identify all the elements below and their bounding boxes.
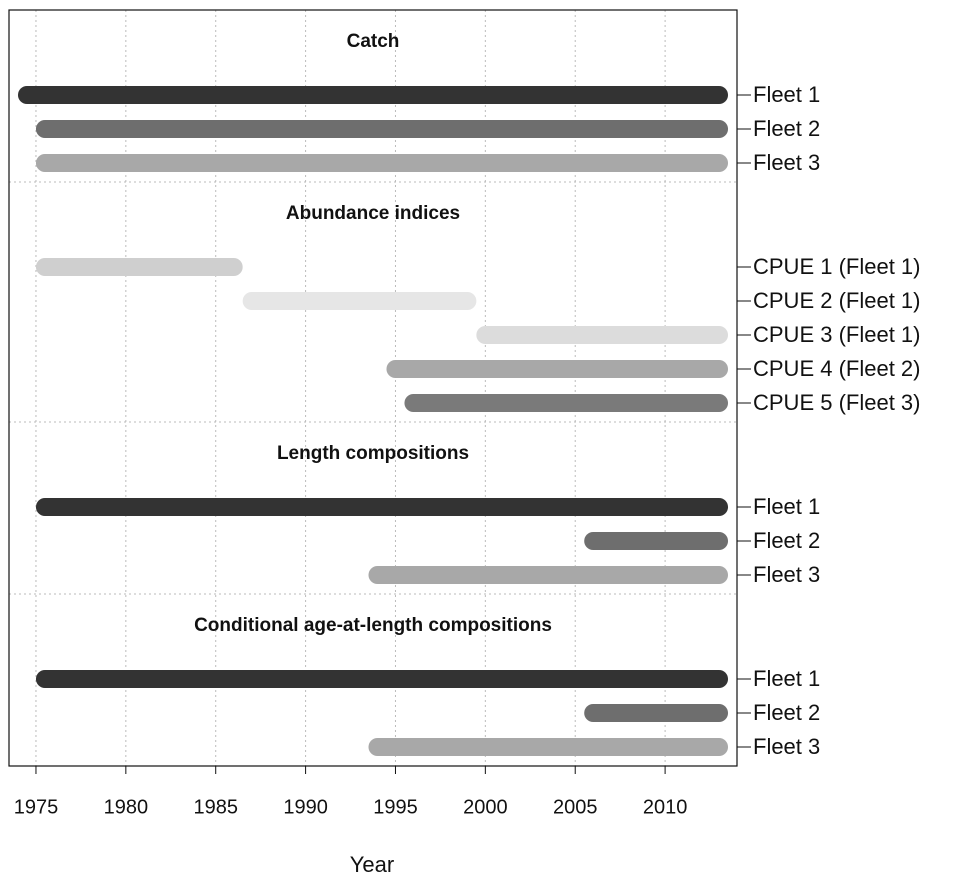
- row-label: Fleet 1: [753, 494, 820, 519]
- x-tick-label: 1990: [283, 796, 328, 818]
- section-title: Length compositions: [277, 443, 469, 464]
- row-label: Fleet 3: [753, 734, 820, 759]
- row-label: Fleet 2: [753, 528, 820, 553]
- section-title: Catch: [347, 31, 400, 52]
- row-label: Fleet 1: [753, 666, 820, 691]
- x-tick-label: 1995: [373, 796, 418, 818]
- row-label: Fleet 1: [753, 82, 820, 107]
- x-tick-label: 2000: [463, 796, 508, 818]
- x-tick-label: 1980: [104, 796, 149, 818]
- row-label: CPUE 1 (Fleet 1): [753, 254, 921, 279]
- row-label: CPUE 5 (Fleet 3): [753, 390, 921, 415]
- x-tick-label: 2010: [643, 796, 688, 818]
- row-label: Fleet 3: [753, 562, 820, 587]
- row-label: CPUE 3 (Fleet 1): [753, 322, 921, 347]
- x-tick-label: 1975: [14, 796, 59, 818]
- x-axis-label: Year: [350, 852, 394, 877]
- row-label: CPUE 4 (Fleet 2): [753, 356, 921, 381]
- row-label: Fleet 3: [753, 150, 820, 175]
- row-label: Fleet 2: [753, 116, 820, 141]
- section-title: Conditional age-at-length compositions: [194, 615, 552, 636]
- x-tick-label: 1985: [193, 796, 238, 818]
- section-title: Abundance indices: [286, 203, 460, 224]
- row-label: Fleet 2: [753, 700, 820, 725]
- plot-frame: [8, 9, 738, 767]
- x-tick-label: 2005: [553, 796, 598, 818]
- row-label: CPUE 2 (Fleet 1): [753, 288, 921, 313]
